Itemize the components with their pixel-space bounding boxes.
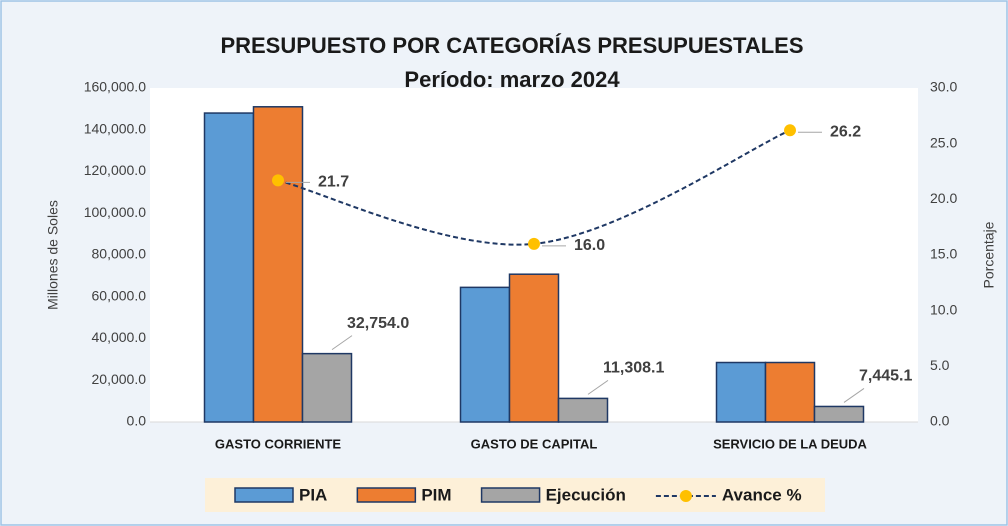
x-tick-label: SERVICIO DE LA DEUDA [713,436,867,451]
y-tick-label: 140,000.0 [84,120,146,136]
legend-label: PIM [421,485,451,504]
bar [557,397,609,423]
marker [784,124,796,137]
marker [528,237,540,250]
legend-marker [679,490,692,502]
legend-swatch [356,487,417,503]
legend-swatch [480,487,541,503]
legend-label: Avance % [722,485,802,504]
y2-tick-label: 5.0 [930,357,950,373]
y-axis-title: Millones de Soles [45,200,61,310]
legend-swatch [234,487,294,503]
marker [272,174,284,187]
bar [715,361,767,423]
leader-line [331,335,353,351]
y-tick-label: 60,000.0 [92,287,147,303]
bar [301,352,353,423]
data-label: 7,445.1 [859,368,912,385]
y2-axis-title: Porcentaje [981,221,997,288]
y-tick-label: 160,000.0 [84,79,146,95]
y-tick-label: 80,000.0 [92,246,147,262]
leader-line [587,379,609,395]
bar [252,106,304,423]
bar [813,405,865,423]
data-label: 16.0 [574,237,605,254]
legend-label: Ejecución [546,485,626,504]
bar [508,273,560,423]
y2-tick-label: 0.0 [930,413,950,429]
y2-tick-label: 10.0 [930,301,957,317]
data-label: 21.7 [318,174,349,191]
y2-tick-label: 15.0 [930,246,957,262]
data-label: 26.2 [830,124,861,141]
y-tick-label: 40,000.0 [92,329,147,345]
legend-label: PIA [299,485,327,504]
bar [203,112,255,423]
x-tick-label: GASTO CORRIENTE [215,436,341,451]
chart-title: PRESUPUESTO POR CATEGORÍAS PRESUPUESTALE… [220,33,803,58]
y-tick-label: 120,000.0 [84,162,146,178]
chart-subtitle: Período: marzo 2024 [404,67,620,92]
data-label: 11,308.1 [603,360,665,377]
bar [764,361,816,423]
bar [459,286,511,423]
y2-tick-label: 25.0 [930,134,957,150]
y-tick-label: 20,000.0 [92,371,147,387]
y2-tick-label: 20.0 [930,190,957,206]
leader-line [843,388,865,403]
x-tick-label: GASTO DE CAPITAL [471,436,598,451]
y2-tick-label: 30.0 [930,79,957,95]
y-tick-label: 100,000.0 [84,204,146,220]
data-label: 32,754.0 [347,315,409,332]
y-tick-label: 0.0 [127,413,147,429]
